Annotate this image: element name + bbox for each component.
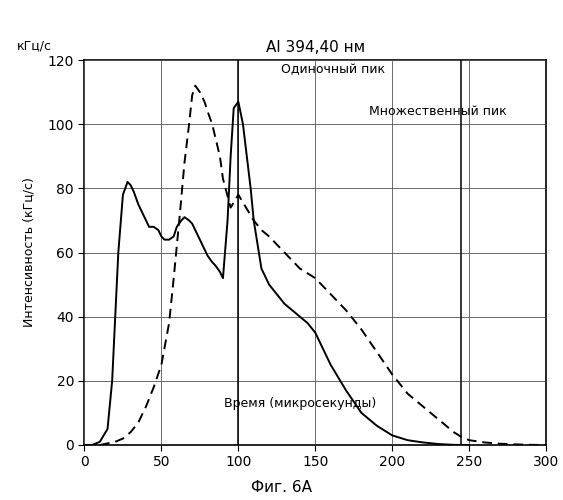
Text: Время (микросекунды): Время (микросекунды) [224,397,376,410]
Text: Множественный пик: Множественный пик [369,105,507,118]
Text: Интенсивность (кГц/с): Интенсивность (кГц/с) [23,178,35,328]
Text: Фиг. 6А: Фиг. 6А [251,480,312,495]
Text: Одиночный пик: Одиночный пик [282,63,386,76]
Title: Al 394,40 нм: Al 394,40 нм [266,40,365,54]
Text: кГц/с: кГц/с [17,40,52,52]
